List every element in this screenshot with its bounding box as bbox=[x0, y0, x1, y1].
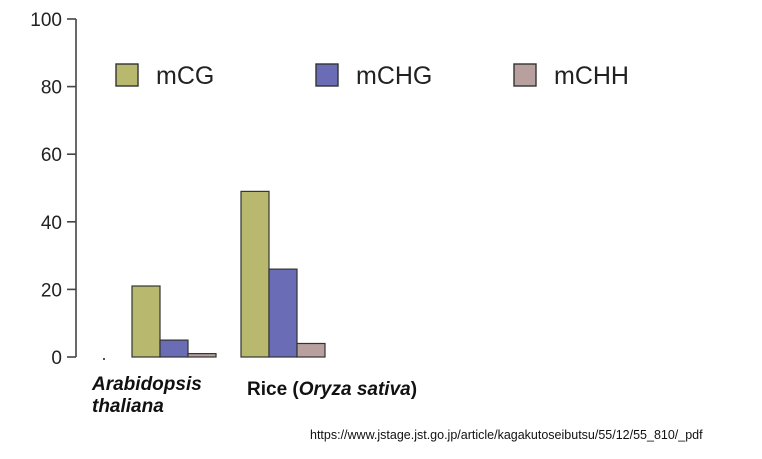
legend-swatch-mchh bbox=[513, 63, 537, 87]
baseline-dot bbox=[103, 358, 105, 360]
y-tick-label: 100 bbox=[30, 10, 62, 31]
bar-mcg-rice bbox=[240, 190, 270, 358]
bar-mchh-rice bbox=[296, 342, 326, 358]
legend-swatch-mchg bbox=[315, 63, 339, 87]
category-label-rice: Rice (Oryza sativa) bbox=[247, 379, 418, 400]
bar-mchh-arabidopsis bbox=[187, 353, 217, 358]
y-tick-label: 60 bbox=[41, 145, 62, 166]
legend-swatch-mcg bbox=[115, 63, 139, 87]
bar-mchg-rice bbox=[268, 268, 298, 358]
legend-label-mchh: mCHH bbox=[554, 62, 629, 90]
bar-mchg-arabidopsis bbox=[159, 339, 189, 358]
y-tick-label: 20 bbox=[41, 280, 62, 301]
bars bbox=[131, 190, 326, 358]
bar-mcg-arabidopsis bbox=[131, 285, 161, 358]
source-url: https://www.jstage.jst.go.jp/article/kag… bbox=[310, 428, 703, 442]
y-tick-label: 40 bbox=[41, 213, 62, 234]
category-label-arabidopsis: Arabidopsis thaliana bbox=[92, 374, 202, 417]
y-axis: 0 20 40 60 80 100 bbox=[30, 10, 105, 369]
legend: mCG mCHG mCHH bbox=[115, 62, 629, 90]
legend-label-mchg: mCHG bbox=[356, 62, 432, 90]
y-tick-label: 0 bbox=[51, 348, 62, 369]
y-tick-label: 80 bbox=[41, 78, 62, 99]
legend-label-mcg: mCG bbox=[156, 62, 214, 90]
